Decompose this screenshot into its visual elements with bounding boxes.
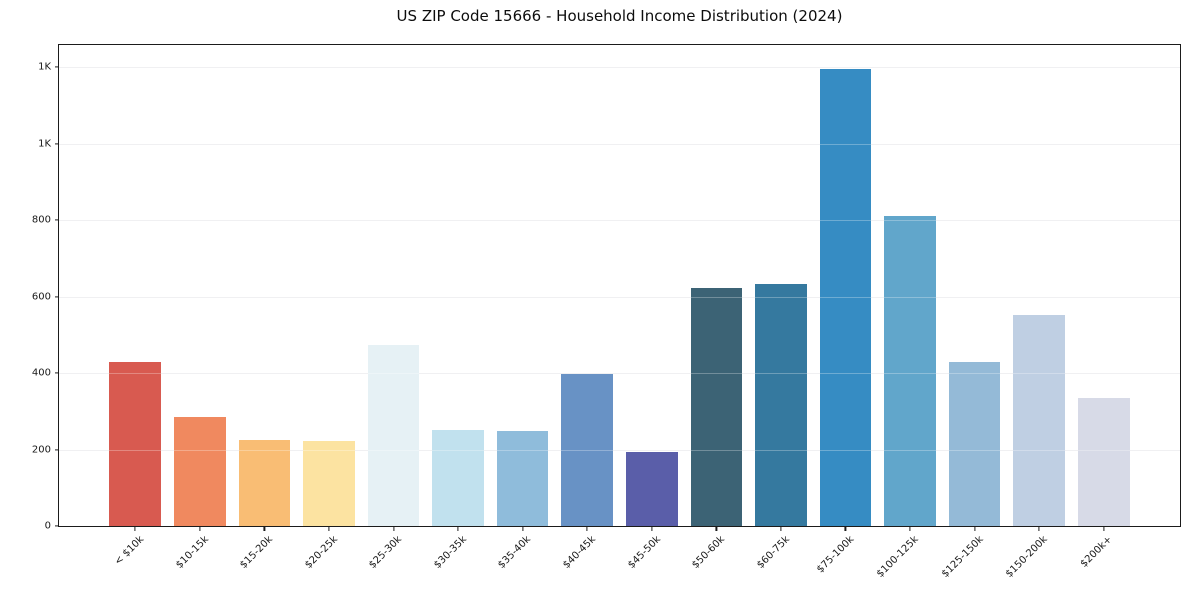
- x-tick-9: [715, 526, 717, 531]
- y-tick-label-0: 0: [44, 520, 51, 532]
- x-tick-label-3: $20-25k: [302, 534, 340, 571]
- x-tick-label-13: $125-150k: [939, 534, 986, 580]
- x-tick-label-7: $40-45k: [561, 534, 598, 571]
- x-tick-8: [651, 526, 653, 531]
- x-tick-label-14: $150-200k: [1004, 534, 1050, 580]
- x-tick-1: [199, 526, 201, 531]
- y-tick-600: [54, 295, 59, 298]
- bar-$100-125k: [884, 215, 936, 526]
- bar-$40-45k: [561, 374, 614, 526]
- plot-area: Households < $10k$10-15k$15-20k$20-25k$2…: [32, 44, 1181, 580]
- x-tick-label-9: $50-60k: [690, 534, 728, 571]
- y-tick-0: [54, 525, 59, 527]
- bar-$60-75k: [755, 283, 807, 526]
- y-tick-1200: [54, 66, 59, 68]
- y-tick-400: [54, 372, 59, 374]
- x-tick-label-1: $10-15k: [173, 534, 211, 571]
- bar-$20-25k: [303, 441, 355, 526]
- gridline-overlay-600: [59, 296, 1180, 298]
- x-tick-6: [522, 526, 524, 531]
- bar-slot-6: $35-40k: [490, 45, 555, 571]
- x-tick-label-8: $45-50k: [625, 534, 663, 571]
- y-tick-label-600: 600: [31, 291, 51, 303]
- gridline-1000: [59, 143, 1180, 145]
- gridline-600: [59, 296, 1180, 298]
- y-tick-1000: [54, 143, 59, 145]
- bar-$25-30k: [367, 344, 420, 526]
- bar-$150-200k: [1013, 314, 1065, 526]
- bar-$45-50k: [625, 452, 678, 526]
- gridline-overlay-1000: [59, 143, 1180, 145]
- bar-slot-10: $60-75k: [749, 45, 814, 571]
- bar-$75-100k: [819, 69, 872, 526]
- gridline-200: [59, 449, 1180, 451]
- x-tick-10: [780, 526, 782, 531]
- bar-slot-14: $150-200k: [1004, 45, 1072, 580]
- x-tick-label-15: $200k+: [1078, 534, 1115, 570]
- x-tick-label-0: < $10k: [112, 534, 147, 568]
- chart-title: US ZIP Code 15666 - Household Income Dis…: [396, 7, 843, 25]
- x-tick-label-11: $75-100k: [814, 534, 857, 576]
- x-tick-label-2: $15-20k: [238, 534, 276, 571]
- gridline-400: [59, 373, 1180, 375]
- gridline-1200: [59, 67, 1180, 69]
- x-tick-label-10: $60-75k: [754, 534, 792, 571]
- bar-slot-5: $30-35k: [426, 45, 491, 571]
- y-tick-label-200: 200: [31, 444, 51, 456]
- bars-row: < $10k $10-15k $15-20k $20-25k $25-30k $30-35…: [59, 45, 1180, 580]
- bar-slot-8: $45-50k: [620, 45, 685, 571]
- gridline-800: [59, 220, 1180, 222]
- bar-$15-20k: [238, 439, 291, 526]
- x-tick-13: [974, 526, 976, 531]
- bar-$10-15k: [174, 417, 226, 526]
- x-tick-4: [392, 526, 395, 531]
- gridline-overlay-200: [59, 449, 1180, 451]
- x-tick-label-6: $35-40k: [496, 534, 534, 571]
- y-tick-label-800: 800: [31, 214, 51, 226]
- y-tick-200: [54, 448, 59, 451]
- x-tick-0: [134, 526, 136, 531]
- bar-slot-0: < $10k: [103, 45, 168, 568]
- bar-slot-2: $15-20k: [232, 45, 297, 571]
- x-tick-3: [328, 526, 330, 531]
- y-tick-label-1000: 1K: [38, 138, 51, 150]
- bar-< $10k: [109, 362, 162, 526]
- x-tick-11: [844, 526, 847, 531]
- x-tick-label-5: $30-35k: [431, 534, 469, 571]
- bar-slot-4: $25-30k: [361, 45, 426, 571]
- x-tick-label-12: $100-125k: [874, 534, 921, 580]
- bar-slot-11: $75-100k: [813, 45, 878, 575]
- y-tick-label-1200: 1K: [38, 61, 51, 73]
- bar-$35-40k: [496, 431, 549, 526]
- bar-slot-15: $200k+: [1071, 45, 1136, 570]
- x-tick-label-4: $25-30k: [367, 534, 405, 571]
- x-tick-15: [1103, 526, 1105, 531]
- x-tick-2: [263, 526, 265, 531]
- gridline-overlay-400: [59, 373, 1180, 375]
- bar-$50-60k: [690, 287, 743, 526]
- bar-$125-150k: [948, 362, 1001, 526]
- x-tick-5: [457, 526, 459, 531]
- gridline-overlay-1200: [59, 67, 1180, 69]
- x-tick-7: [586, 526, 588, 531]
- bar-slot-7: $40-45k: [555, 45, 620, 571]
- gridline-overlay-800: [59, 220, 1180, 222]
- y-tick-label-400: 400: [31, 367, 51, 379]
- y-tick-800: [54, 219, 59, 221]
- bar-slot-12: $100-125k: [875, 45, 943, 580]
- x-tick-12: [909, 526, 911, 531]
- bar-slot-9: $50-60k: [684, 45, 749, 571]
- bar-$30-35k: [432, 429, 484, 526]
- bar-slot-3: $20-25k: [297, 45, 362, 571]
- bar-slot-1: $10-15k: [168, 45, 233, 571]
- bar-slot-13: $125-150k: [939, 45, 1007, 580]
- x-tick-14: [1038, 526, 1040, 531]
- bar-$200k+: [1077, 398, 1130, 526]
